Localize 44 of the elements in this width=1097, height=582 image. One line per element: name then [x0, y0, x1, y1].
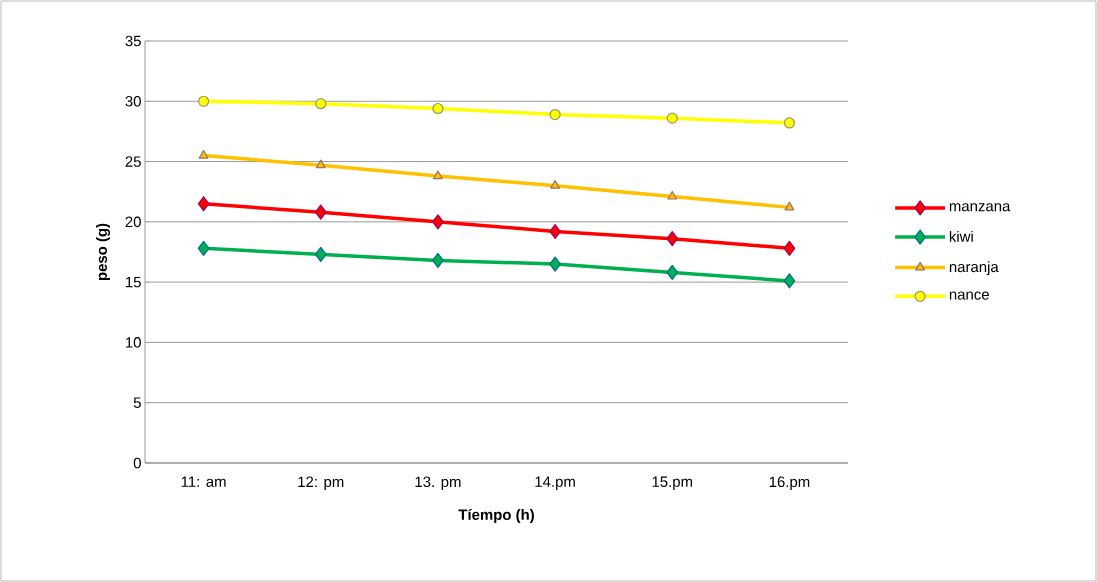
x-tick-label: 11: am — [181, 476, 226, 487]
legend-label: nance — [949, 291, 989, 300]
y-tick-label: 25 — [125, 156, 141, 167]
point — [314, 246, 327, 262]
y-tick-label: 10 — [126, 337, 141, 348]
point — [198, 149, 209, 159]
y-tick-label: 35 — [125, 35, 141, 47]
point — [549, 223, 561, 240]
point — [432, 252, 444, 269]
point — [433, 170, 443, 180]
x-axis-title: Tíempo (h) — [458, 508, 534, 523]
point — [432, 102, 444, 115]
point — [549, 256, 561, 272]
point — [549, 108, 561, 121]
y-tick-label: 20 — [125, 216, 141, 228]
point — [315, 98, 327, 110]
point — [666, 112, 678, 124]
point — [197, 240, 210, 256]
point — [197, 196, 210, 212]
x-tick-label: 14.pm — [535, 476, 575, 490]
point — [550, 180, 561, 189]
point — [666, 264, 679, 281]
legend-label: manzana — [949, 203, 1011, 212]
point — [783, 273, 796, 289]
x-tick-label: 15.pm — [652, 476, 693, 490]
x-tick-label: 16.pm — [769, 476, 810, 491]
point — [315, 159, 326, 169]
x-tick-label: 13. pm — [415, 476, 461, 491]
y-axis-title: peso (g) — [96, 223, 111, 281]
y-tick-label: 30 — [125, 95, 141, 107]
point — [197, 95, 210, 107]
point — [432, 214, 444, 230]
point — [783, 117, 796, 129]
point — [314, 204, 327, 220]
point — [666, 231, 679, 247]
point — [783, 240, 796, 256]
point — [784, 201, 795, 211]
legend-label: naranja — [949, 261, 999, 276]
point — [667, 190, 678, 200]
y-tick-label: 0 — [133, 457, 141, 469]
legend-label: kiwi — [949, 230, 973, 242]
x-tick-label: 12: pm — [298, 476, 344, 491]
y-tick-label: 15 — [126, 276, 141, 288]
y-tick-label: 5 — [133, 397, 141, 408]
